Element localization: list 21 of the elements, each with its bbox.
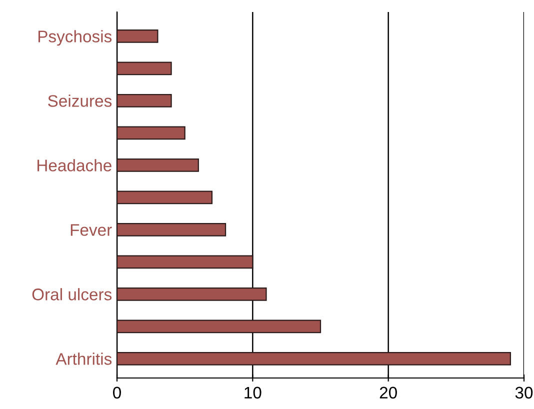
bar: [117, 30, 158, 43]
bar: [117, 287, 267, 301]
bar: [117, 94, 172, 108]
y-tick-label: Fever: [70, 224, 112, 236]
y-tick-label: Headache: [38, 159, 112, 172]
x-tick-label: 20: [380, 386, 397, 399]
bar: [117, 352, 511, 366]
y-tick-label: Psychosis: [38, 30, 112, 46]
x-tick-label: 10: [244, 386, 262, 399]
bar: [117, 255, 254, 269]
bar: [117, 126, 186, 140]
bar: [117, 158, 199, 172]
bar: [117, 222, 226, 236]
x-tick-label: 0: [113, 386, 121, 399]
y-tick-label: Seizures: [48, 94, 112, 107]
y-tick-label: Arthritis: [56, 352, 112, 365]
y-tick-label: Oral ulcers: [32, 288, 112, 300]
x-tick-label: 30: [515, 386, 533, 399]
bar: [117, 320, 322, 334]
bar: [117, 62, 172, 76]
bar: [117, 190, 213, 204]
